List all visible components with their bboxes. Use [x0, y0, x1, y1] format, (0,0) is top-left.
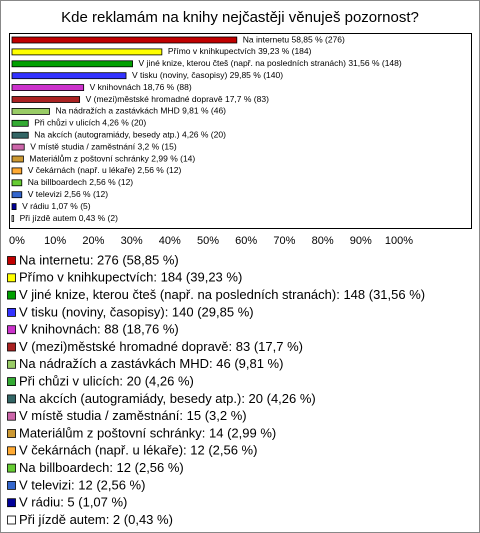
bar	[11, 131, 29, 139]
bar	[11, 48, 163, 56]
bar-label: Na internetu 58,85 % (276)	[243, 34, 345, 44]
x-tick-label: 80%	[312, 235, 334, 247]
bar	[11, 108, 50, 115]
legend-label: V čekárnách (např. u lékaře): 12 (2,56 %…	[19, 443, 257, 458]
bar	[11, 155, 24, 163]
bar	[11, 215, 15, 222]
x-tick-label: 30%	[121, 235, 143, 247]
legend-label: Při jízdě autem: 2 (0,43 %)	[19, 512, 173, 527]
legend-swatch	[7, 307, 16, 317]
legend-swatch	[7, 359, 16, 369]
bar	[11, 167, 23, 175]
bar	[11, 203, 17, 211]
legend-label: Na nádražích a zastávkách MHD: 46 (9,81 …	[19, 356, 283, 371]
x-tick-label: 0%	[9, 235, 25, 247]
legend-swatch	[7, 429, 16, 438]
legend-label: V knihovnách: 88 (18,76 %)	[19, 322, 179, 337]
bar-label: Při jízdě autem 0,43 % (2)	[20, 213, 118, 223]
bar-label: V místě studia / zaměstnání 3,2 % (15)	[30, 141, 177, 151]
bar	[11, 119, 29, 127]
bar-label: V rádiu 1,07 % (5)	[22, 201, 91, 211]
chart-title: Kde reklamám na knihy nejčastěji věnuješ…	[61, 9, 419, 26]
bar-label: V čekárnách (např. u lékaře) 2,56 % (12)	[28, 165, 182, 175]
legend-swatch	[7, 515, 16, 525]
legend-swatch	[7, 342, 16, 352]
legend-swatch	[7, 498, 16, 508]
bar-label: Na billboardech 2,56 % (12)	[28, 177, 134, 187]
bar-label: V televizi 2,56 % (12)	[28, 189, 108, 199]
legend-swatch	[7, 273, 16, 283]
legend-swatch	[7, 446, 16, 456]
legend-label: Materiálům z poštovní schránky: 14 (2,99…	[19, 425, 276, 440]
x-tick-label: 10%	[44, 235, 66, 247]
bar	[11, 143, 25, 151]
x-tick-label: 50%	[197, 235, 219, 247]
legend-label: V televizi: 12 (2,56 %)	[19, 477, 145, 492]
legend-swatch	[7, 377, 16, 387]
plot-frame	[9, 33, 472, 229]
x-tick-label: 20%	[82, 235, 104, 247]
legend-label: Na internetu: 276 (58,85 %)	[19, 252, 179, 267]
bar	[11, 72, 127, 80]
bar-label: V tisku (noviny, časopisy) 29,85 % (140)	[132, 70, 283, 80]
bar-label: Na akcích (autogramiády, besedy atp.) 4,…	[34, 129, 226, 139]
bar	[11, 191, 23, 199]
x-tick-label: 40%	[159, 235, 181, 247]
bar	[11, 96, 81, 103]
bar	[11, 60, 133, 68]
legend-swatch	[7, 463, 16, 473]
bar-label: Přímo v knihkupectvích 39,23 % (184)	[168, 46, 312, 56]
bar	[11, 179, 23, 187]
bar	[11, 84, 85, 91]
x-tick-label: 90%	[350, 235, 372, 247]
bar	[11, 36, 238, 44]
bar-label: Na nádražích a zastávkách MHD 9,81 % (46…	[55, 106, 226, 116]
legend-swatch	[7, 325, 16, 335]
legend-swatch	[7, 394, 16, 404]
legend-swatch	[7, 256, 16, 265]
x-tick-label: 60%	[235, 235, 257, 247]
bar-label: V knihovnách 18,76 % (88)	[90, 82, 192, 92]
legend-label: V rádiu: 5 (1,07 %)	[19, 495, 127, 510]
legend-label: V jiné knize, kterou čteš (např. na posl…	[19, 287, 425, 302]
x-tick-label: 70%	[273, 235, 295, 247]
legend-swatch	[7, 290, 16, 300]
legend-label: V místě studia / zaměstnání: 15 (3,2 %)	[19, 408, 247, 423]
legend-label: V tisku (noviny, časopisy): 140 (29,85 %…	[19, 304, 254, 319]
legend-label: Na billboardech: 12 (2,56 %)	[19, 460, 184, 475]
legend-label: Přímo v knihkupectvích: 184 (39,23 %)	[19, 270, 242, 285]
bar-label: V jiné knize, kterou čteš (např. na posl…	[139, 58, 402, 68]
legend-label: Na akcích (autogramiády, besedy atp.): 2…	[19, 391, 316, 406]
bar-label: Materiálům z poštovní schránky 2,99 % (1…	[29, 153, 195, 163]
x-tick-label: 100%	[385, 235, 413, 247]
legend-label: Při chůzi v ulicích: 20 (4,26 %)	[19, 374, 194, 389]
bar-label: V (mezi)městské hromadné dopravě 17,7 % …	[86, 94, 269, 104]
legend-swatch	[7, 480, 16, 490]
bar-label: Při chůzi v ulicích 4,26 % (20)	[34, 118, 146, 128]
legend-swatch	[7, 411, 16, 421]
legend-label: V (mezi)městské hromadné dopravě: 83 (17…	[19, 339, 303, 354]
